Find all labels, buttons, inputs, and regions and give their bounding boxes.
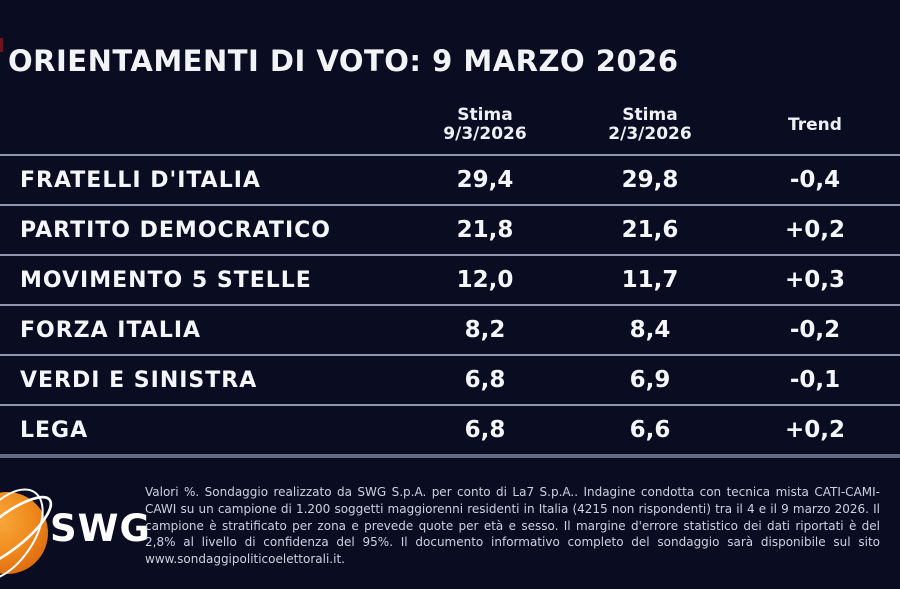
- stima-old-value: 8,4: [629, 317, 671, 343]
- trend-value: +0,2: [784, 417, 845, 443]
- page-title: ORIENTAMENTI DI VOTO: 9 MARZO 2026: [8, 44, 679, 78]
- stima-new-value: 6,8: [464, 367, 506, 393]
- table-row: PARTITO DEMOCRATICO 21,8 21,6 +0,2: [0, 206, 900, 256]
- stima-new-value: 6,8: [464, 417, 506, 443]
- trend-value: +0,3: [784, 267, 845, 293]
- table-row: VERDI E SINISTRA 6,8 6,9 -0,1: [0, 356, 900, 406]
- stima-old-value: 11,7: [621, 267, 679, 293]
- table-row: FRATELLI D'ITALIA 29,4 29,8 -0,4: [0, 156, 900, 206]
- swg-logo: [0, 486, 150, 586]
- stima-old-value: 29,8: [621, 167, 679, 193]
- table-row: FORZA ITALIA 8,2 8,4 -0,2: [0, 306, 900, 356]
- party-name: FRATELLI D'ITALIA: [20, 167, 261, 193]
- party-name: FORZA ITALIA: [20, 317, 202, 343]
- swg-globe-icon: [0, 488, 53, 582]
- swg-logo-text: SWG: [50, 507, 151, 550]
- header-stima-old-line1: Stima: [622, 105, 678, 125]
- header-stima-old: Stima 2/3/2026: [570, 106, 730, 144]
- trend-value: -0,1: [789, 367, 841, 393]
- party-name: LEGA: [20, 417, 89, 443]
- table-header-row: Stima 9/3/2026 Stima 2/3/2026 Trend: [0, 96, 900, 156]
- table-body: FRATELLI D'ITALIA 29,4 29,8 -0,4 PARTITO…: [0, 156, 900, 458]
- trend-value: -0,4: [789, 167, 841, 193]
- header-stima-new-line2: 9/3/2026: [443, 124, 527, 144]
- stima-old-value: 21,6: [621, 217, 679, 243]
- poll-table: Stima 9/3/2026 Stima 2/3/2026 Trend FRAT…: [0, 96, 900, 458]
- trend-value: +0,2: [784, 217, 845, 243]
- party-name: PARTITO DEMOCRATICO: [20, 217, 331, 243]
- cropped-red-edge-mark: [0, 38, 3, 52]
- header-stima-new: Stima 9/3/2026: [400, 106, 570, 144]
- header-stima-old-line2: 2/3/2026: [608, 124, 692, 144]
- table-row: MOVIMENTO 5 STELLE 12,0 11,7 +0,3: [0, 256, 900, 306]
- stima-old-value: 6,6: [629, 417, 671, 443]
- stima-new-value: 29,4: [456, 167, 514, 193]
- stima-new-value: 12,0: [456, 267, 514, 293]
- table-row: LEGA 6,8 6,6 +0,2: [0, 406, 900, 458]
- header-trend: Trend: [788, 114, 842, 135]
- trend-value: -0,2: [789, 317, 841, 343]
- methodology-disclaimer: Valori %. Sondaggio realizzato da SWG S.…: [145, 485, 880, 567]
- party-name: MOVIMENTO 5 STELLE: [20, 267, 312, 293]
- stima-old-value: 6,9: [629, 367, 671, 393]
- stima-new-value: 21,8: [456, 217, 514, 243]
- stima-new-value: 8,2: [464, 317, 506, 343]
- party-name: VERDI E SINISTRA: [20, 367, 258, 393]
- header-stima-new-line1: Stima: [457, 105, 513, 125]
